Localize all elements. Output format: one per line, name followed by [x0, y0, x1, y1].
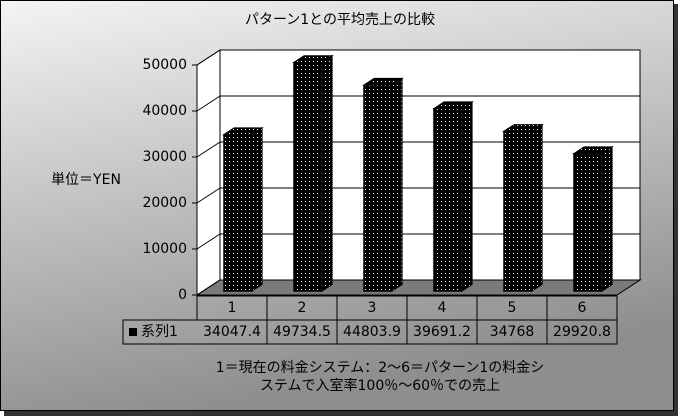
note: ステムで入室率100％～60％での売上: [260, 377, 500, 394]
grid-line: [196, 187, 221, 204]
side-wall: [196, 49, 221, 296]
bar: [573, 153, 603, 292]
bar-side: [531, 123, 543, 293]
grid-line: [196, 49, 221, 66]
x-tick-label: 6: [578, 300, 587, 316]
y-tick-label: 50000: [142, 57, 187, 73]
table-value: 39691.2: [413, 324, 471, 340]
y-tick-label: 0: [178, 287, 187, 303]
grid-line: [196, 95, 221, 112]
bar-side: [461, 100, 473, 293]
bar: [433, 108, 463, 292]
bar-side: [601, 145, 613, 293]
y-tick-label: 20000: [142, 195, 187, 211]
bar: [293, 61, 323, 292]
x-tick-label: 2: [298, 300, 307, 316]
grid-line: [196, 279, 221, 296]
bar-side: [391, 77, 403, 293]
table-value: 44803.9: [343, 324, 401, 340]
table-value: 29920.8: [553, 324, 611, 340]
legend-label: 系列1: [141, 324, 178, 340]
x-tick-label: 5: [508, 300, 517, 316]
x-tick-label: 4: [438, 300, 447, 316]
bar: [503, 130, 533, 292]
table-value: 34768: [490, 324, 535, 340]
table-value: 49734.5: [273, 324, 331, 340]
grid-line: [196, 233, 221, 250]
x-tick-label: 1: [228, 300, 237, 316]
y-tick-label: 30000: [142, 149, 187, 165]
bar-side: [251, 126, 263, 293]
bar: [223, 134, 253, 292]
legend-key: [129, 328, 137, 336]
y-tick-label: 40000: [142, 103, 187, 119]
chart-title: パターン1との平均売上の比較: [245, 12, 435, 28]
bar: [363, 84, 393, 292]
table-value: 34047.4: [203, 324, 261, 340]
x-tick-label: 3: [368, 300, 377, 316]
y-axis-label: 単位＝YEN: [51, 172, 121, 188]
grid-line: [196, 141, 221, 158]
y-tick-label: 10000: [142, 241, 187, 257]
note: 1＝現在の料金システム：2～6＝パターン1の料金シ: [216, 360, 545, 376]
bar-side: [321, 54, 333, 293]
